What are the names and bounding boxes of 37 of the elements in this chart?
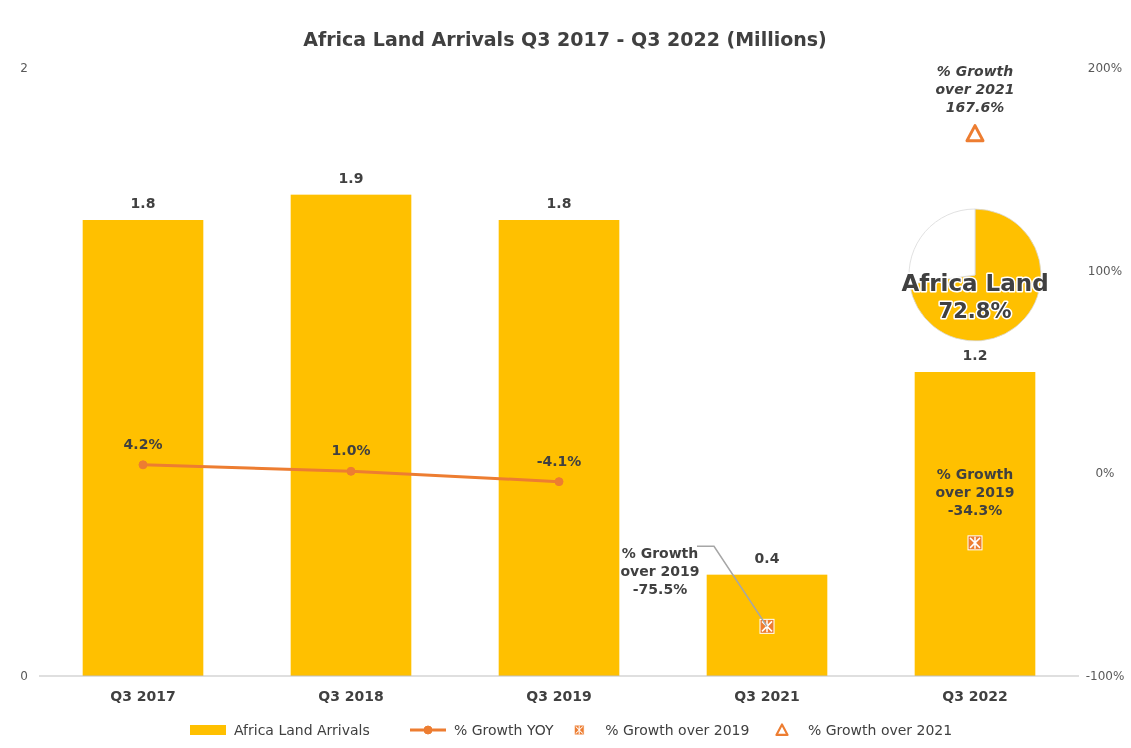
point bbox=[346, 466, 356, 476]
y2-tick-label: 100% bbox=[1087, 263, 1123, 278]
data-label: % Growth over 2019 -75.5% bbox=[620, 545, 700, 598]
y2-tick-label: -100% bbox=[1085, 669, 1125, 683]
x-tick-label: Q3 2021 bbox=[734, 688, 800, 704]
x-tick-label: Q3 2017 bbox=[110, 688, 176, 704]
point bbox=[138, 460, 148, 470]
bar bbox=[914, 372, 1036, 676]
data-label: -4.1% bbox=[536, 452, 582, 469]
data-label: 4.2% bbox=[123, 435, 163, 452]
data-label: 72.8% bbox=[938, 299, 1012, 323]
x-tick-label: Q3 2022 bbox=[942, 688, 1008, 704]
data-label: 1.8 bbox=[546, 195, 572, 211]
data-label: 1.9 bbox=[338, 169, 364, 186]
data-label: 1.0% bbox=[331, 442, 371, 459]
bar bbox=[82, 220, 204, 676]
bar bbox=[498, 220, 620, 676]
y-tick-label: 0 bbox=[20, 669, 28, 683]
data-label: % Growth over 2019 -34.3% bbox=[935, 465, 1015, 518]
x-tick-label: Q3 2019 bbox=[526, 688, 592, 704]
data-label: 0.4 bbox=[754, 549, 780, 566]
legend-label: % Growth YOY bbox=[454, 722, 554, 738]
x-tick-label: Q3 2018 bbox=[318, 688, 384, 704]
bar bbox=[706, 574, 828, 676]
y-tick-label: 2 bbox=[20, 61, 28, 75]
data-label: 1.2 bbox=[962, 347, 988, 363]
legend-label: Africa Land Arrivals bbox=[234, 722, 370, 738]
chart-title: Africa Land Arrivals Q3 2017 - Q3 2022 (Millions) bbox=[303, 28, 827, 50]
point bbox=[554, 477, 564, 487]
y2-tick-label: 200% bbox=[1087, 61, 1123, 75]
point bbox=[965, 124, 985, 143]
data-label: 1.8 bbox=[130, 195, 156, 211]
y2-tick-label: 0% bbox=[1095, 466, 1115, 481]
legend-label: % Growth over 2021 bbox=[808, 722, 953, 738]
bar bbox=[290, 194, 412, 676]
data-label: % Growth over 2021 167.6% bbox=[935, 62, 1015, 115]
legend-label: % Growth over 2019 bbox=[605, 722, 750, 738]
